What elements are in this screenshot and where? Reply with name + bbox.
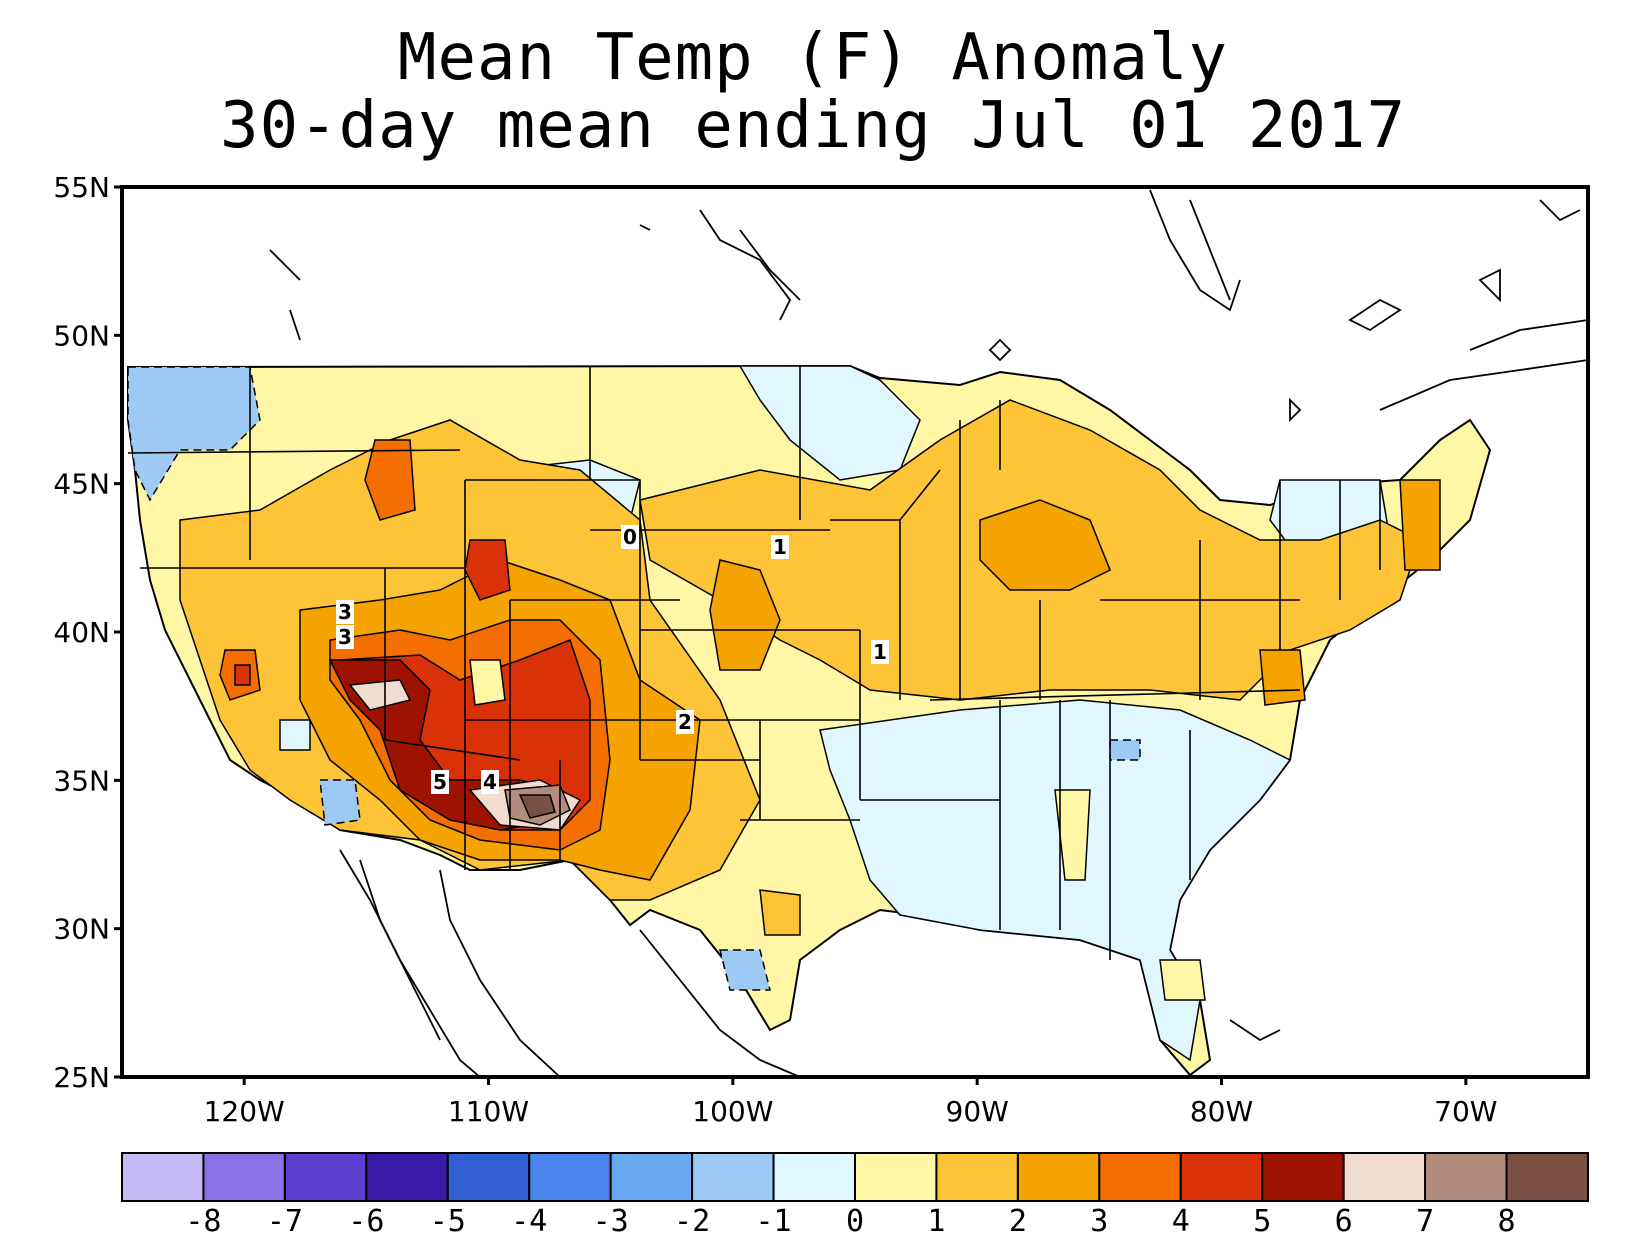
anomaly-region-mo-cool: [1109, 739, 1141, 761]
anomaly-region-al-warm: [1054, 789, 1091, 881]
colorbar-swatch: [528, 1152, 612, 1202]
contour-label-text: 4: [483, 770, 497, 794]
lon-tick-label: 70W: [1434, 1095, 1497, 1128]
contour-label-text: 1: [773, 535, 787, 559]
lat-tick-label: 25N: [53, 1061, 110, 1094]
colorbar-swatch: [691, 1152, 775, 1202]
colorbar-label: 0: [846, 1204, 864, 1239]
lon-tick-label: 80W: [1190, 1095, 1253, 1128]
state-boundaries: [127, 366, 1381, 960]
anomaly-region-tx-cool: [719, 949, 771, 991]
colorbar-swatch: [446, 1152, 531, 1202]
colorbar-label: -2: [674, 1204, 710, 1239]
lon-tick-label: 120W: [204, 1095, 285, 1128]
colorbar-label: 4: [1172, 1204, 1190, 1239]
coastlines: [269, 189, 1588, 1077]
anomaly-region-ut-cool: [469, 659, 506, 706]
colorbar-swatch: [854, 1152, 938, 1202]
anomaly-region-wy-hot: [464, 539, 511, 601]
colorbar-swatch: [1505, 1152, 1589, 1202]
anomaly-region-sw-6: [348, 679, 412, 711]
contour-label-text: 3: [338, 600, 352, 624]
contour-labels: 0 1 1 2 3 4 5 3: [336, 525, 889, 794]
latitude-axis: 55N 50N 45N 40N 35N 30N 25N: [53, 171, 122, 1094]
lon-tick-label: 100W: [692, 1095, 773, 1128]
contour-label-text: 3: [338, 625, 352, 649]
colorbar-swatch: [1098, 1152, 1182, 1202]
colorbar-swatch: [1424, 1152, 1508, 1202]
lat-tick-label: 55N: [53, 171, 110, 204]
colorbar-label: 6: [1335, 1204, 1353, 1239]
colorbar-swatch: [121, 1152, 205, 1202]
contour-label: 3: [336, 625, 354, 649]
colorbar-label: -1: [755, 1204, 791, 1239]
contour-label-text: 1: [873, 640, 887, 664]
contour-label: 1: [871, 640, 889, 664]
contour-label: 1: [771, 535, 789, 559]
anomaly-region-id-warm: [364, 439, 416, 521]
colorbar-swatch: [772, 1152, 856, 1202]
colorbar-label: 2: [1009, 1204, 1027, 1239]
colorbar-label: 7: [1416, 1204, 1434, 1239]
colorbar-swatch: [609, 1152, 694, 1202]
lat-tick-label: 50N: [53, 319, 110, 352]
colorbar-swatch: [1179, 1152, 1264, 1202]
anomaly-region-ca-cool: [319, 779, 361, 826]
colorbar-labels: -8 -7 -6 -5 -4 -3 -2 -1 0 1 2 3 4 5 6 7 8: [185, 1204, 1515, 1239]
colorbar-label: 8: [1498, 1204, 1516, 1239]
colorbar-swatch: [365, 1152, 449, 1202]
colorbar-label: 3: [1090, 1204, 1108, 1239]
contour-label-text: 0: [623, 525, 637, 549]
colorbar-label: 5: [1253, 1204, 1271, 1239]
colorbar-swatch: [935, 1152, 1019, 1202]
lat-tick-label: 45N: [53, 468, 110, 501]
contour-label: 3: [336, 600, 354, 624]
colorbar-label: 1: [927, 1204, 945, 1239]
contour-label: 4: [481, 770, 499, 794]
map-subtitle: 30-day mean ending Jul 01 2017: [220, 89, 1406, 163]
lon-tick-label: 110W: [448, 1095, 529, 1128]
longitude-axis: 120W 110W 100W 90W 80W 70W: [204, 1077, 1497, 1128]
colorbar-swatch: [1016, 1152, 1101, 1202]
anomaly-region-fl-warm: [1159, 959, 1206, 1001]
anomaly-region-greatlakes-warm: [979, 499, 1111, 591]
colorbar-label: -5: [430, 1204, 466, 1239]
colorbar-label: -3: [593, 1204, 629, 1239]
colorbar-label: -6: [348, 1204, 384, 1239]
contour-label: 0: [621, 525, 639, 549]
anomaly-region-southeast-cool: [819, 699, 1292, 1062]
anomaly-region-az-8: [518, 794, 556, 819]
anomaly-region-va-warm: [1259, 649, 1306, 706]
anomaly-region-pacnw-cool: [127, 366, 261, 502]
contour-label-text: 2: [678, 710, 692, 734]
lat-tick-label: 40N: [53, 616, 110, 649]
colorbar-label: -8: [185, 1204, 221, 1239]
colorbar: [121, 1152, 1589, 1202]
colorbar-swatch: [283, 1152, 368, 1202]
contour-label-text: 5: [433, 770, 447, 794]
colorbar-label: -7: [267, 1204, 303, 1239]
colorbar-label: -4: [511, 1204, 547, 1239]
anomaly-region-ca-hot: [234, 664, 251, 686]
anomaly-region-nh-warm: [1399, 479, 1441, 571]
lon-tick-label: 90W: [946, 1095, 1009, 1128]
anomaly-region-tx-warm: [759, 889, 801, 936]
anomaly-region-kansas-warm: [709, 559, 781, 671]
colorbar-swatch: [1261, 1152, 1345, 1202]
lat-tick-label: 35N: [53, 764, 110, 797]
contour-label: 2: [676, 710, 694, 734]
contour-label: 5: [431, 770, 449, 794]
colorbar-swatch: [1342, 1152, 1427, 1202]
colorbar-swatch: [202, 1152, 286, 1202]
map-title: Mean Temp (F) Anomaly: [397, 21, 1229, 95]
anomaly-field: [127, 189, 1588, 1077]
lat-tick-label: 30N: [53, 913, 110, 946]
anomaly-region-nv-cool: [279, 719, 311, 751]
